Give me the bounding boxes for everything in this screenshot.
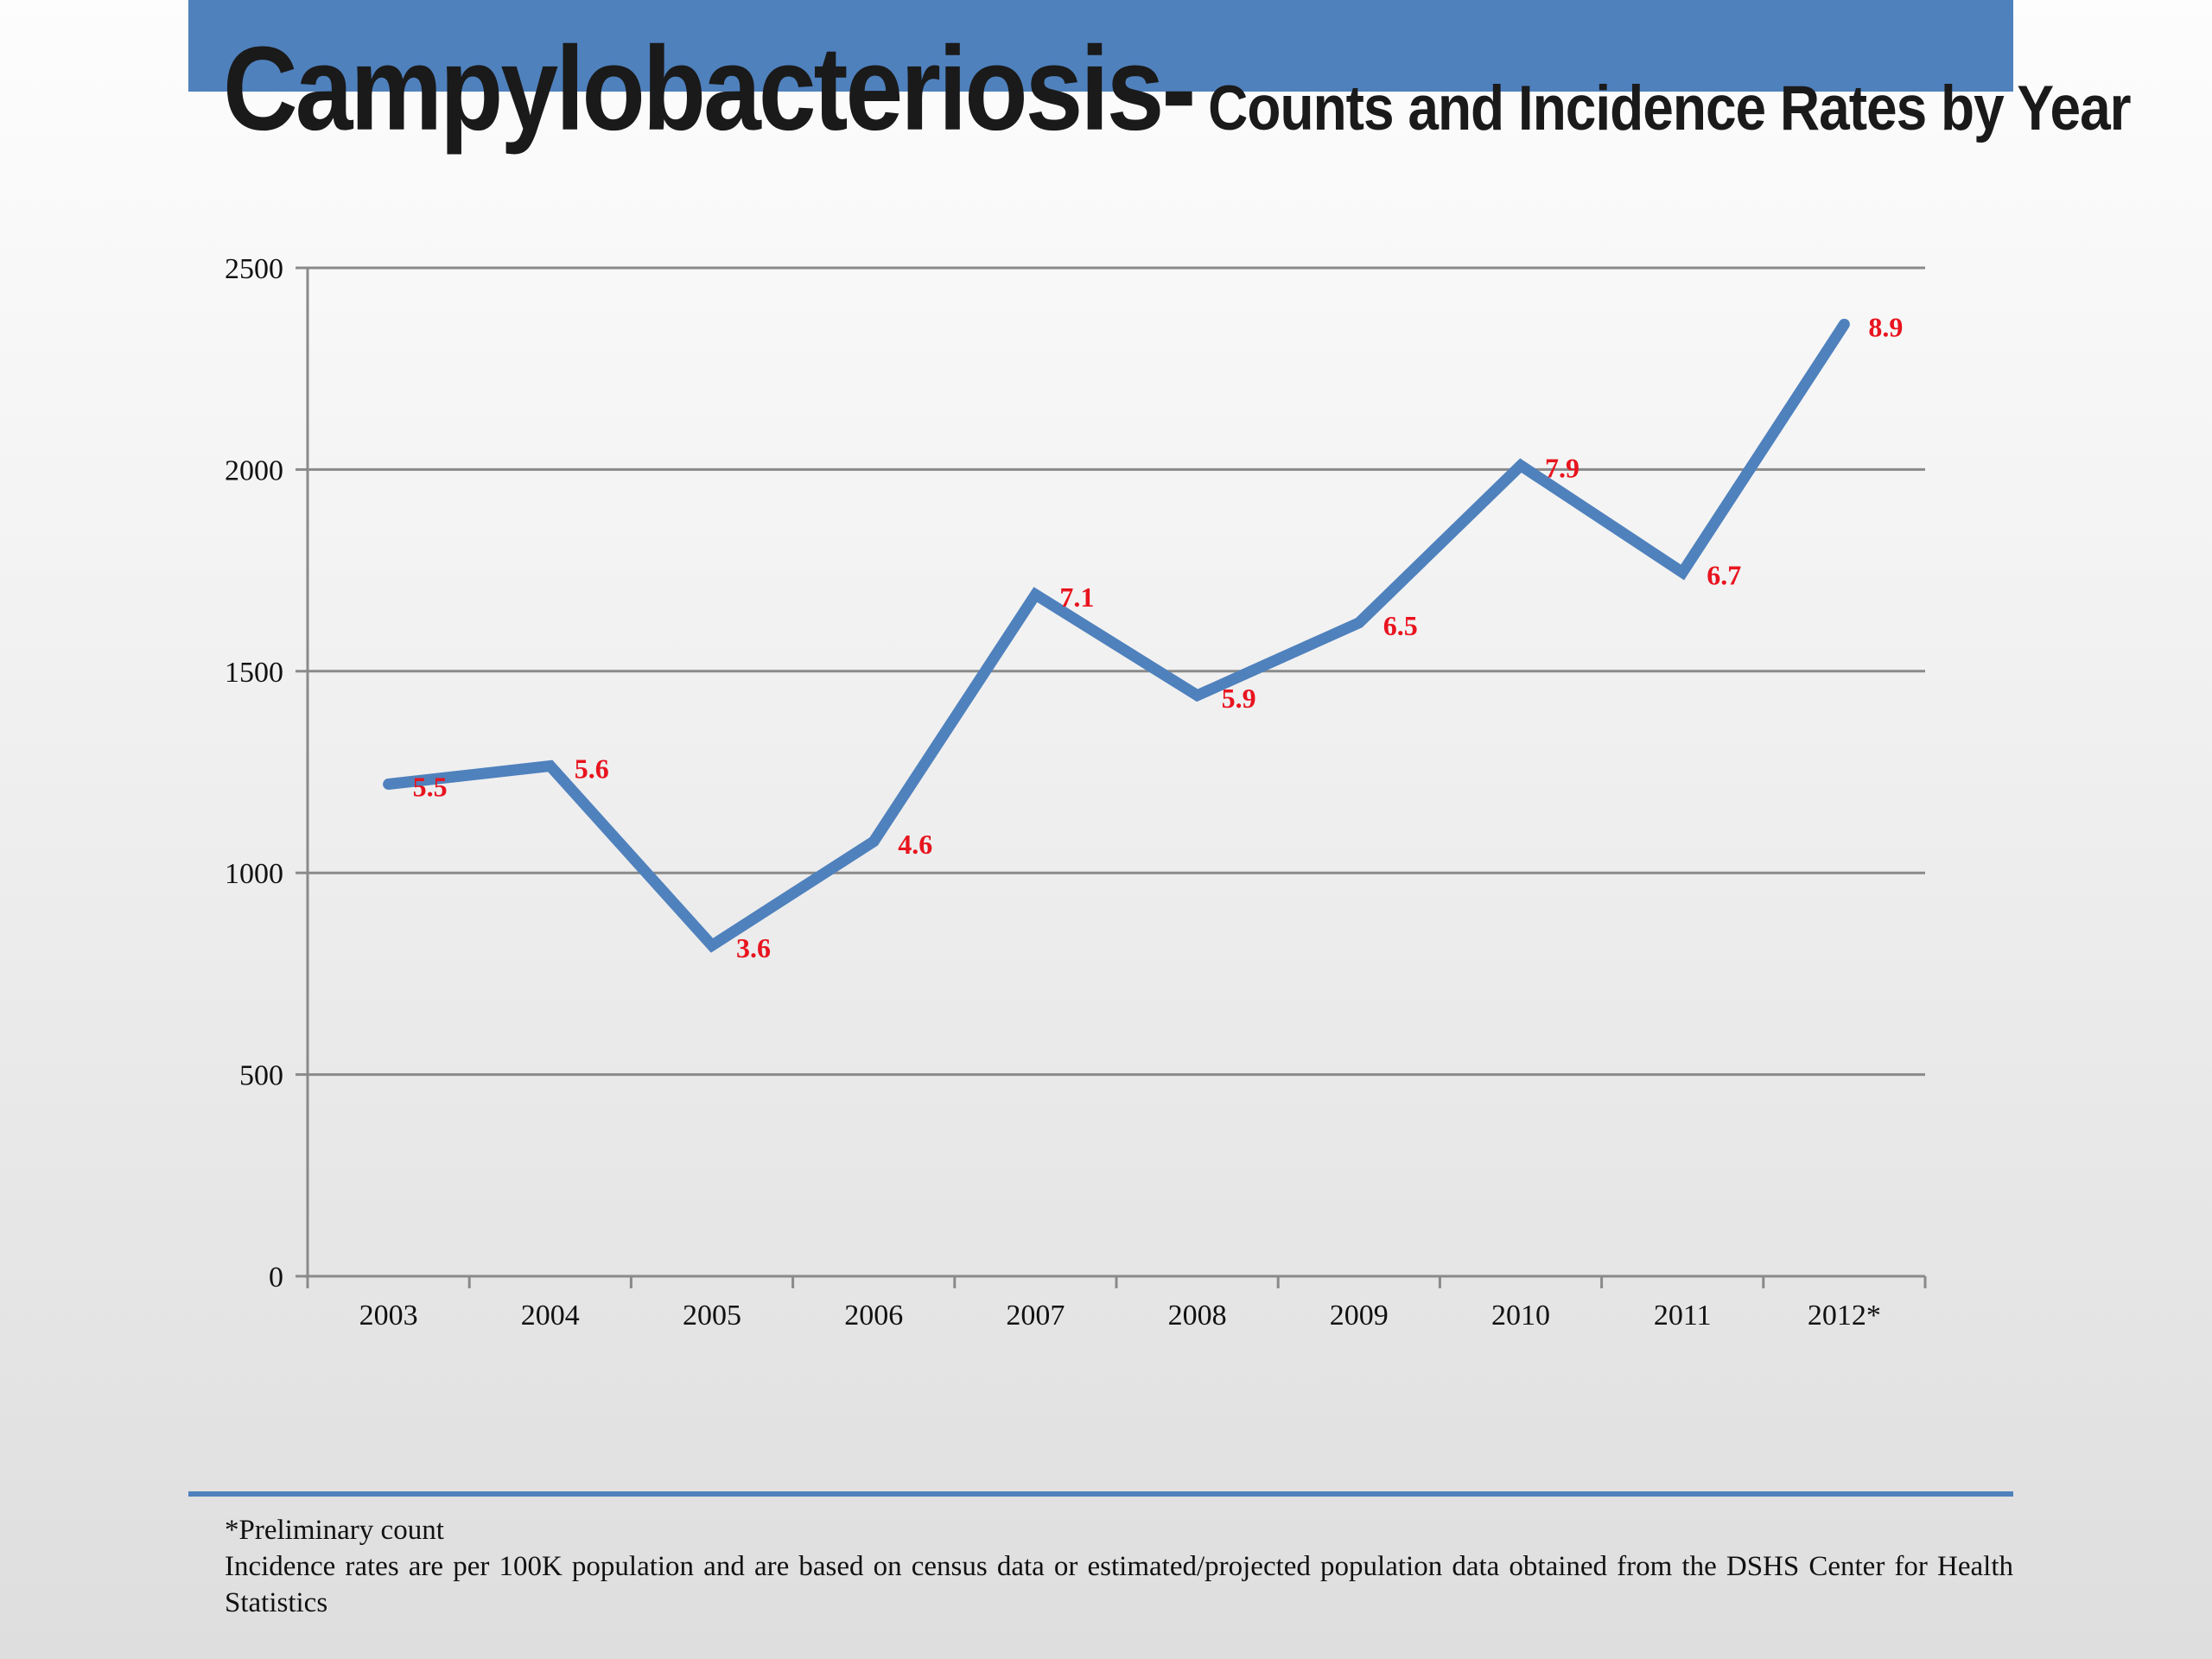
axes: 0 500 1000 1500 2000 2500 2003 2004 2005 2006 2007… xyxy=(225,253,1927,1332)
y-tick-label-2000: 2000 xyxy=(225,454,283,486)
footnote: *Preliminary count Incidence rates are p… xyxy=(225,1512,2013,1621)
data-label-2005: 3.6 xyxy=(736,932,771,963)
series-line-0 xyxy=(383,318,1850,953)
x-tick-label-2010: 2010 xyxy=(1491,1300,1550,1332)
data-label-2004: 5.6 xyxy=(575,753,609,784)
gridlines xyxy=(308,266,1925,1077)
x-tick-label-2008: 2008 xyxy=(1168,1300,1227,1332)
series-lines xyxy=(383,318,1850,953)
x-tick-label-2011: 2011 xyxy=(1654,1300,1712,1332)
data-labels: 5.5 5.6 3.6 4.6 7.1 5.9 6.5 7.9 6.7 8.9 xyxy=(413,311,1904,963)
footnote-preliminary: *Preliminary count xyxy=(225,1515,444,1546)
y-tick-label-1000: 1000 xyxy=(225,858,283,890)
y-tick-label-0: 0 xyxy=(269,1262,283,1294)
x-tick-label-2003: 2003 xyxy=(359,1300,418,1332)
data-label-2011: 6.7 xyxy=(1707,559,1741,590)
data-label-2009: 6.5 xyxy=(1383,610,1418,641)
x-tick-label-2005: 2005 xyxy=(683,1300,741,1332)
footer-rule xyxy=(188,1491,2013,1497)
y-tick-label-1500: 1500 xyxy=(225,657,283,689)
y-tick-label-500: 500 xyxy=(239,1060,283,1092)
data-label-2003: 5.5 xyxy=(413,772,448,803)
x-tick-label-2006: 2006 xyxy=(844,1300,903,1332)
header-band xyxy=(188,0,2013,92)
data-label-2008: 5.9 xyxy=(1222,683,1256,714)
data-label-2012: 8.9 xyxy=(1868,311,1903,342)
title-main: Campylobacteriosis- xyxy=(223,22,1196,156)
footnote-incidence: Incidence rates are per 100K population … xyxy=(225,1551,2013,1618)
x-tick-label-2009: 2009 xyxy=(1330,1300,1389,1332)
data-label-2006: 4.6 xyxy=(898,829,932,860)
x-tick-label-2012: 2012* xyxy=(1808,1300,1881,1332)
x-tick-label-2007: 2007 xyxy=(1006,1300,1065,1332)
data-label-2007: 7.1 xyxy=(1059,582,1094,613)
y-tick-label-2500: 2500 xyxy=(225,253,283,285)
data-label-2010: 7.9 xyxy=(1545,453,1580,484)
x-tick-label-2004: 2004 xyxy=(521,1300,580,1332)
title-sub: Counts and Incidence Rates by Year xyxy=(1193,72,2131,143)
page-title: Campylobacteriosis- Counts and Incidence… xyxy=(223,20,2132,157)
